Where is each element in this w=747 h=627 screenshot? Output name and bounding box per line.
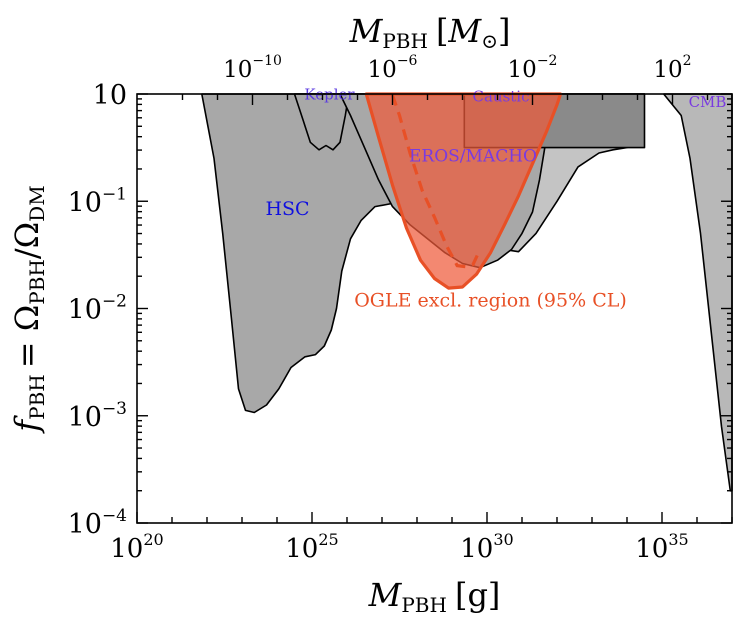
y-tick-label: 10 xyxy=(93,80,127,111)
y-axis-slash: /Ω xyxy=(8,222,46,259)
x2-tick-label: 102 xyxy=(653,53,691,83)
label-eros-macho: EROS/MACHO xyxy=(409,147,537,167)
y-axis-sub: PBH xyxy=(25,374,49,420)
label-hsc: HSC xyxy=(265,198,309,220)
region-ogle-excl-region-95-cl xyxy=(364,92,563,290)
x-axis-unit: [g] xyxy=(455,576,500,614)
x2-tick-label: 10−6 xyxy=(368,53,418,83)
x-tick-label: 1025 xyxy=(285,530,338,564)
y-tick-label: 10−1 xyxy=(68,184,127,218)
label-ogle-excl-region-95-cl: OGLE excl. region (95% CL) xyxy=(354,289,627,311)
tick-labels: 1020 1025 1030 1035 10−10 10−6 10−2 102 10−4 10−3… xyxy=(68,53,692,564)
x-tick-label: 1030 xyxy=(460,530,513,564)
y-axis-sub3: DM xyxy=(25,185,49,222)
top-axis-var: M xyxy=(349,12,384,50)
x-tick-label: 1020 xyxy=(110,530,163,564)
y-axis-eq: = Ω xyxy=(8,305,46,369)
x-axis-sub: PBH xyxy=(401,593,447,617)
x-axis-label: MPBH [g] xyxy=(368,576,501,617)
label-cmb: CMB xyxy=(689,93,727,111)
top-axis-unit-open: [ xyxy=(436,12,448,50)
y-axis-label: fPBH= ΩPBH/ΩDM xyxy=(8,185,49,433)
top-axis-sub: PBH xyxy=(382,29,428,53)
y-axis-sub2: PBH xyxy=(25,259,49,305)
x-axis-var: M xyxy=(368,576,403,614)
y-tick-label: 10−4 xyxy=(68,506,127,540)
y-tick-label: 10−3 xyxy=(68,399,127,433)
region-cmb xyxy=(662,93,733,492)
region-ogle-excl-region-95-cl-dashed-line xyxy=(390,94,482,269)
label-caustic: Caustic xyxy=(472,88,529,106)
top-axis-unit-var: M xyxy=(447,12,482,50)
top-axis-unit-close: ] xyxy=(498,12,510,50)
top-axis-label: MPBH [M⊙] xyxy=(349,12,511,53)
y-tick-label: 10−2 xyxy=(68,292,127,326)
axis-ticks xyxy=(136,93,733,524)
x2-tick-label: 10−2 xyxy=(508,53,558,83)
top-axis-unit-sub: ⊙ xyxy=(481,29,498,53)
x2-tick-label: 10−10 xyxy=(223,53,282,83)
x-tick-label: 1035 xyxy=(635,530,688,564)
